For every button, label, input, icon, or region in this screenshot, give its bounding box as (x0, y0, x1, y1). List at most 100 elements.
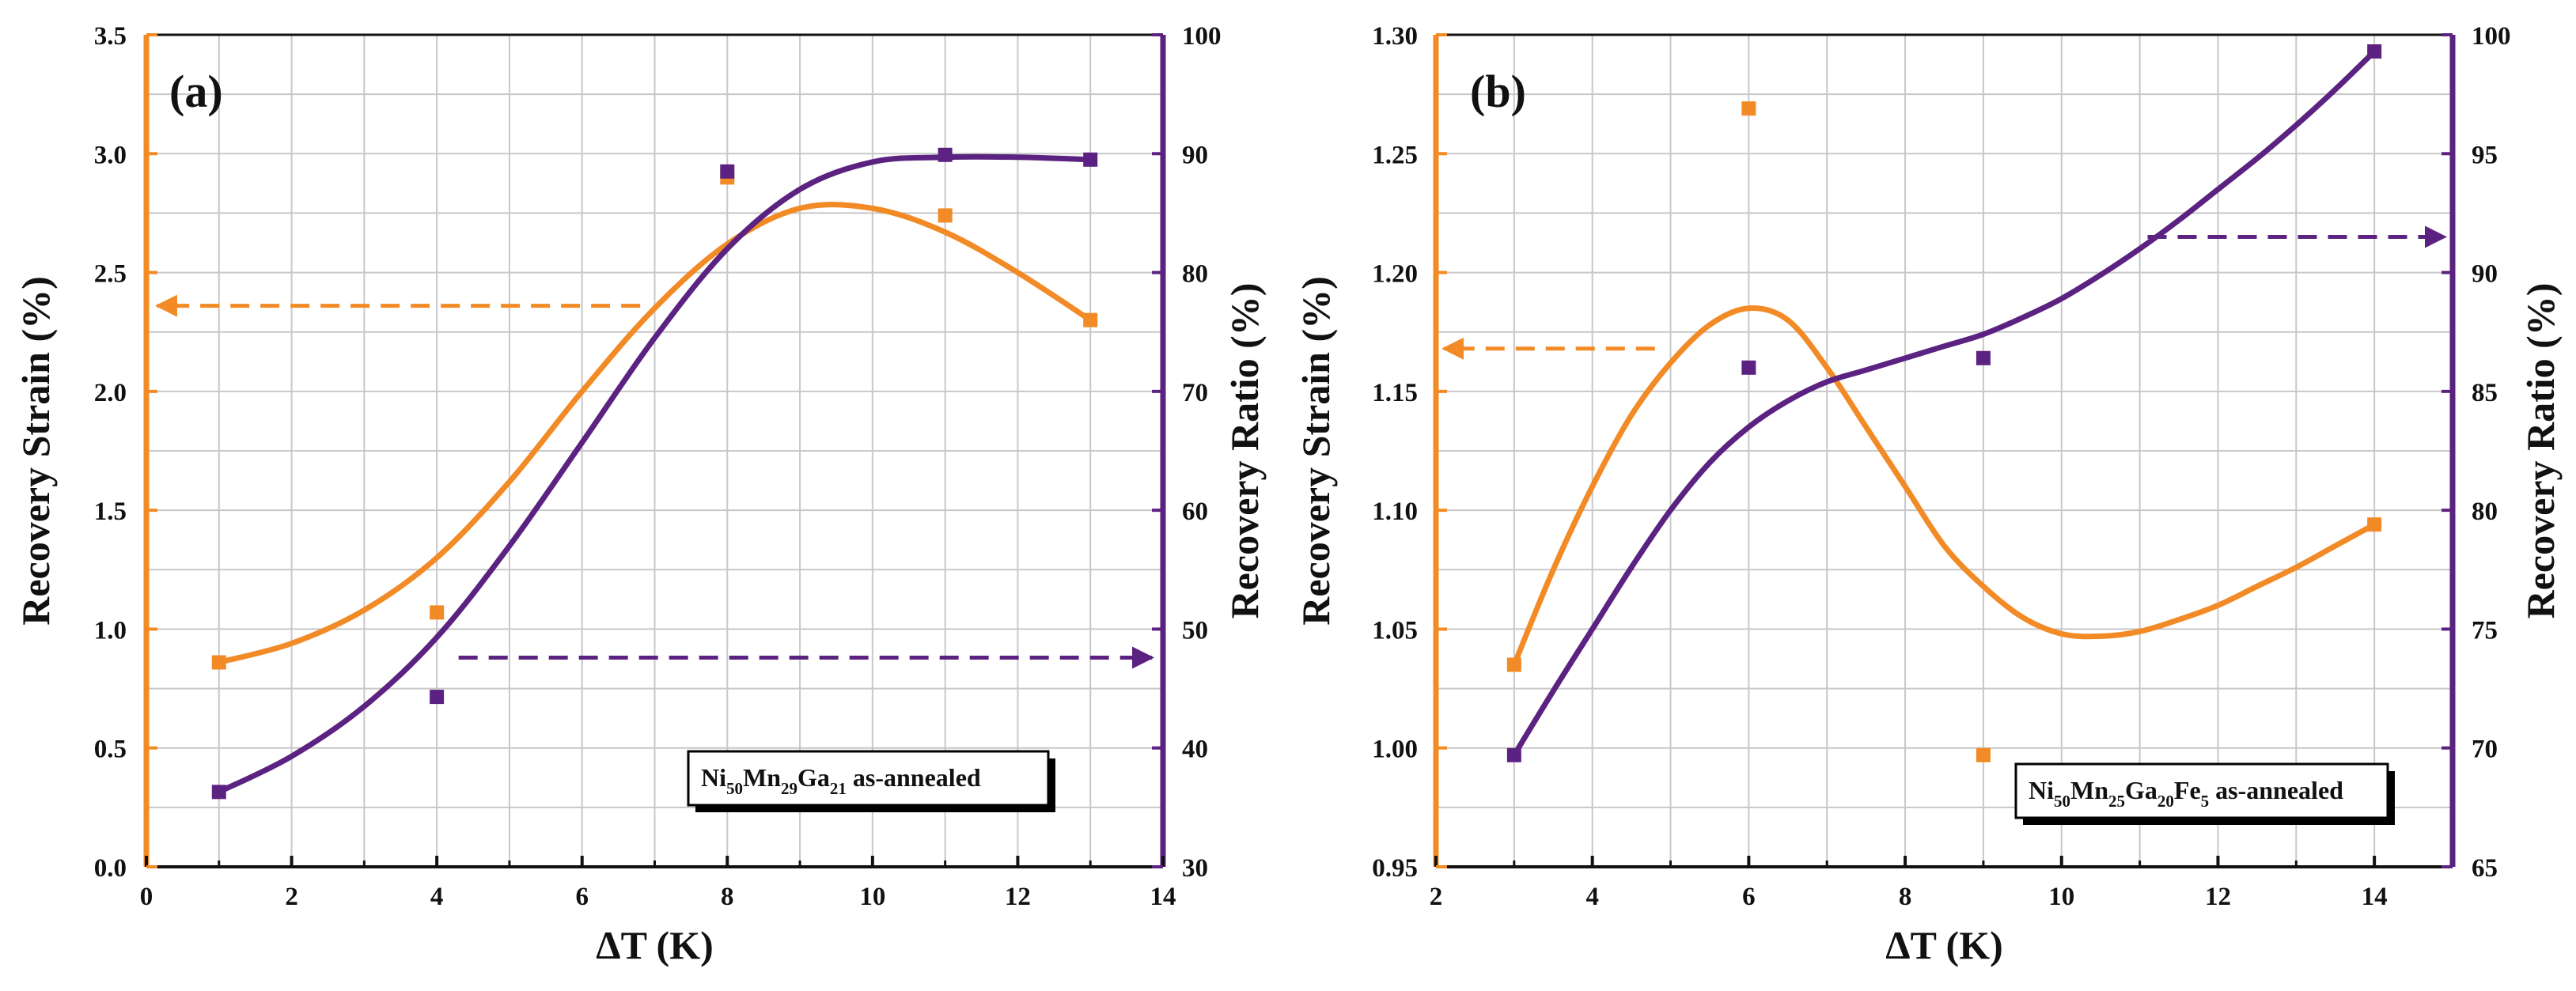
panel-b-annotation-part: as-annealed (2209, 776, 2343, 804)
panel-a-annotation-text: Ni50Mn29Ga21 as-annealed (701, 763, 981, 798)
panel-b-left-y-tick-label: 1.05 (1372, 616, 1418, 645)
panel-b-right-y-tick-label: 85 (2472, 379, 2498, 407)
panel-a-annotation-part: Ni (701, 763, 726, 792)
panel-b-right-y-tick-label: 95 (2472, 141, 2498, 169)
panel-b-x-axis-title: ΔT (K) (1885, 923, 2003, 967)
panel-a-left-y-tick-label: 1.5 (94, 497, 127, 526)
panel-b-left-axis-title: Recovery Strain (%) (1294, 276, 1338, 626)
panel-b-annotation-subscript: 20 (2157, 792, 2174, 811)
panel-a-ratio-point (211, 785, 226, 800)
panel-b-strain-fit-line (1511, 305, 2377, 668)
panel-b-annotation-box (2014, 762, 2389, 819)
panel-b-x-tick-label: 8 (1899, 883, 1912, 911)
panel-b-strain-point (1741, 101, 1756, 116)
panel-b-right-y-tick-label: 100 (2472, 22, 2511, 51)
panel-a-left-y-tick-label: 2.5 (94, 260, 127, 289)
panel-a-annotation-box (687, 750, 1050, 807)
panel-b-label: (b) (1470, 66, 1526, 117)
panel-b-x-tick-label: 12 (2205, 883, 2231, 911)
panel-b-right-y-tick-label: 80 (2472, 497, 2498, 526)
panel-a-left-y-tick-label: 0.0 (94, 854, 127, 883)
panel-b-right-y-tick-label: 75 (2472, 616, 2498, 645)
panel-b-right-y-tick-label: 90 (2472, 260, 2498, 289)
panel-b-x-tick-label: 14 (2362, 883, 2388, 911)
panel-a-x-tick-label: 14 (1150, 883, 1176, 911)
panel-a-x-tick-label: 8 (721, 883, 734, 911)
panel-b-annotation-text: Ni50Mn25Ga20Fe5 as-annealed (2029, 776, 2343, 811)
panel-b-ratio-point (2367, 44, 2382, 59)
panel-b-grid (1435, 34, 2453, 868)
panel-a-left-y-tick-label: 2.0 (94, 379, 127, 407)
panel-b-ratio-fit-line (1511, 48, 2377, 758)
panel-b-left-y-tick-label: 1.00 (1372, 736, 1418, 764)
panel-b-ratio-point (1506, 747, 1521, 762)
panel-b-annotation-subscript: 25 (2108, 792, 2125, 811)
panel-a-ratio-fit-line (216, 153, 1093, 795)
panel-a-left-y-tick-label: 0.5 (94, 736, 127, 764)
panel-b-x-tick-label: 2 (1430, 883, 1443, 911)
panel-b-annotation-part: Fe (2174, 776, 2201, 804)
panel-a-ratio-point (720, 164, 735, 179)
panel-b-strain-point (1506, 657, 1521, 672)
panel-b-left-y-tick-label: 1.30 (1372, 22, 1418, 51)
panel-a-annotation-part: Mn (743, 763, 781, 792)
panel-a-right-axis-title: Recovery Ratio (%) (1222, 283, 1267, 619)
panel-a-right-y-tick-label: 60 (1182, 497, 1208, 526)
panel-a-x-tick-label: 12 (1005, 883, 1031, 911)
panel-b-ratio-point (1976, 350, 1991, 365)
panel-b-right-axis-title: Recovery Ratio (%) (2518, 283, 2563, 619)
panel-a-right-y-tick-label: 70 (1182, 379, 1208, 407)
panel-a-left-y-tick-label: 3.0 (94, 141, 127, 169)
panel-a-right-y-tick-label: 80 (1182, 260, 1208, 289)
panel-a-strain-point (211, 655, 226, 670)
panel-b-left-y-tick-label: 1.25 (1372, 141, 1418, 169)
panel-a-annotation-part: as-annealed (847, 763, 981, 792)
panel-b-annotation-part: Ni (2029, 776, 2054, 804)
panel-a-x-tick-label: 6 (575, 883, 589, 911)
panel-a-ratio-point (430, 690, 445, 705)
panel-b-ratio-point (1741, 360, 1756, 375)
panel-b-left-y-tick-label: 1.20 (1372, 260, 1418, 289)
panel-a-strain-point (430, 605, 445, 620)
panel-b-right-y-tick-label: 65 (2472, 854, 2498, 883)
panel-a-annotation-part: Ga (797, 763, 830, 792)
panel-b-annotation-subscript: 5 (2201, 792, 2210, 811)
panel-a-ratio-point (938, 147, 953, 162)
panel-b-x-tick-label: 6 (1742, 883, 1756, 911)
panel-a-left-y-tick-label: 1.0 (94, 616, 127, 645)
panel-a-right-y-tick-label: 30 (1182, 854, 1208, 883)
panel-a-left-axis-title: Recovery Strain (%) (13, 276, 58, 626)
panel-b: 2 4 6 8 10 12 14 0.95 1.00 1.05 1.10 1.15 1.20 1.25 1.… (1294, 22, 2563, 967)
panel-a: 0 2 4 6 8 10 12 14 0.0 0.5 1.0 1.5 2.0 2.5 3.0 3.5 30 40 5… (13, 22, 1267, 967)
panel-b-strain-point (2367, 517, 2382, 532)
panel-a-right-y-tick-label: 40 (1182, 736, 1208, 764)
panel-b-annotation-part: Ga (2125, 776, 2157, 804)
panel-b-left-y-tick-label: 1.15 (1372, 379, 1418, 407)
panel-b-strain-point (1976, 747, 1991, 762)
panel-a-x-tick-label: 0 (140, 883, 153, 911)
panel-b-right-y-tick-label: 70 (2472, 736, 2498, 764)
panel-b-x-tick-label: 10 (2048, 883, 2074, 911)
panel-a-x-tick-label: 10 (859, 883, 885, 911)
panel-a-strain-point (938, 208, 953, 223)
panel-a-right-y-tick-label: 90 (1182, 141, 1208, 169)
panel-a-annotation-subscript: 50 (726, 779, 743, 798)
panel-a-left-y-tick-label: 3.5 (94, 22, 127, 51)
panel-a-x-tick-label: 2 (285, 883, 298, 911)
panel-a-right-y-tick-label: 100 (1182, 22, 1222, 51)
panel-a-strain-fit-line (216, 202, 1093, 665)
panel-a-x-tick-label: 4 (430, 883, 444, 911)
panel-a-annotation-subscript: 21 (830, 779, 847, 798)
panel-b-x-tick-label: 4 (1585, 883, 1599, 911)
panel-a-annotation-subscript: 29 (781, 779, 797, 798)
panel-a-label: (a) (169, 66, 223, 117)
panel-b-annotation-subscript: 50 (2054, 792, 2070, 811)
panel-a-strain-point (1083, 312, 1098, 327)
panel-a-x-axis-title: ΔT (K) (596, 923, 714, 967)
panel-b-left-y-tick-label: 0.95 (1372, 854, 1418, 883)
panel-b-annotation-part: Mn (2070, 776, 2108, 804)
panel-a-grid (146, 34, 1164, 868)
panel-b-left-y-tick-label: 1.10 (1372, 497, 1418, 526)
